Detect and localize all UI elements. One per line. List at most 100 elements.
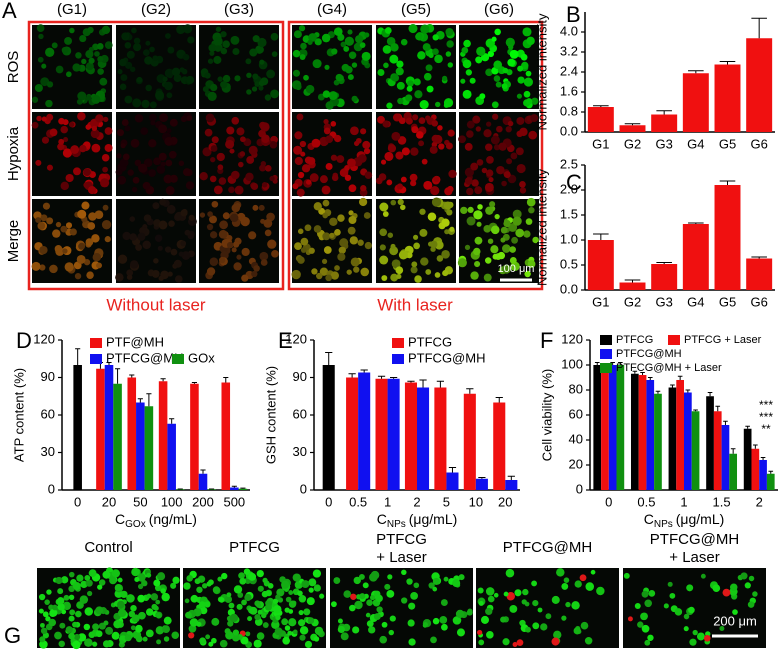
cell bbox=[204, 72, 211, 79]
cell bbox=[68, 121, 75, 128]
cell bbox=[311, 138, 321, 148]
cell bbox=[520, 53, 528, 61]
cell bbox=[325, 135, 334, 144]
cell bbox=[524, 270, 531, 278]
cell bbox=[170, 582, 177, 589]
cell bbox=[473, 247, 481, 256]
y-axis-label: Normalized intensity bbox=[534, 13, 549, 131]
cell bbox=[722, 588, 731, 597]
cell bbox=[458, 574, 465, 581]
cell bbox=[41, 63, 47, 69]
y-tick-label: 90 bbox=[293, 369, 307, 384]
cell bbox=[87, 590, 93, 597]
cell bbox=[134, 113, 144, 123]
cell bbox=[443, 201, 452, 210]
x-tick-label: G3 bbox=[655, 294, 672, 309]
cell bbox=[406, 578, 413, 585]
cell bbox=[256, 632, 265, 640]
cell bbox=[390, 273, 399, 282]
cell bbox=[199, 606, 208, 615]
cell bbox=[81, 58, 87, 65]
cell bbox=[131, 614, 140, 623]
bar bbox=[630, 373, 639, 490]
cell bbox=[294, 242, 302, 251]
cell bbox=[199, 637, 206, 645]
cell bbox=[257, 609, 263, 615]
cell bbox=[580, 621, 589, 630]
cell bbox=[282, 636, 291, 645]
cell bbox=[461, 46, 469, 54]
cell bbox=[239, 577, 247, 585]
cell bbox=[740, 572, 748, 580]
cell bbox=[351, 62, 358, 68]
cell bbox=[471, 179, 479, 187]
bar bbox=[601, 365, 609, 490]
cell bbox=[79, 144, 87, 153]
error-bar bbox=[200, 469, 206, 474]
column-header: PTFCG bbox=[229, 539, 280, 556]
bar bbox=[651, 114, 678, 132]
cell bbox=[476, 46, 486, 56]
cell bbox=[259, 164, 267, 172]
cell bbox=[169, 174, 178, 183]
cell bbox=[493, 75, 501, 82]
cell bbox=[490, 225, 500, 235]
cell bbox=[686, 584, 694, 592]
cell bbox=[117, 175, 127, 185]
column-header: (G1) bbox=[57, 1, 87, 18]
cell bbox=[206, 223, 214, 231]
cell bbox=[61, 609, 67, 615]
panel-label: A bbox=[2, 0, 17, 23]
cell bbox=[502, 244, 511, 253]
cell bbox=[64, 37, 73, 45]
cell bbox=[130, 260, 139, 269]
cell bbox=[442, 75, 448, 82]
cell bbox=[420, 257, 429, 266]
cell bbox=[395, 151, 404, 160]
cell bbox=[185, 75, 195, 85]
cell bbox=[532, 600, 539, 607]
cell bbox=[55, 576, 63, 585]
bar bbox=[158, 381, 168, 490]
error-bar bbox=[495, 397, 503, 403]
cell bbox=[253, 265, 260, 272]
error-bar bbox=[466, 388, 474, 394]
cell bbox=[381, 621, 388, 628]
cell bbox=[233, 262, 242, 271]
cell bbox=[466, 609, 473, 616]
cell bbox=[648, 589, 656, 597]
x-tick-label: 0.5 bbox=[349, 494, 367, 509]
cell bbox=[590, 569, 596, 575]
cell bbox=[264, 229, 272, 237]
cell bbox=[487, 595, 495, 603]
cell bbox=[474, 260, 481, 268]
bar bbox=[713, 411, 722, 490]
cell bbox=[312, 569, 322, 578]
cell bbox=[400, 38, 408, 46]
cell bbox=[519, 180, 526, 188]
cell bbox=[358, 573, 365, 580]
cell bbox=[409, 173, 418, 182]
cell bbox=[730, 583, 738, 591]
cell bbox=[148, 113, 157, 122]
cell bbox=[164, 136, 174, 146]
cell bbox=[440, 623, 448, 631]
cell bbox=[35, 159, 42, 166]
cell bbox=[97, 584, 103, 590]
cell bbox=[227, 620, 234, 627]
error-bar bbox=[723, 420, 728, 425]
cell bbox=[155, 626, 165, 635]
cell bbox=[222, 40, 230, 48]
error-bar bbox=[751, 256, 767, 259]
cell bbox=[623, 572, 630, 579]
cell bbox=[100, 178, 110, 188]
cell bbox=[388, 629, 394, 636]
cell bbox=[261, 182, 268, 188]
cell bbox=[506, 592, 515, 601]
cell bbox=[228, 186, 235, 194]
cell bbox=[355, 35, 364, 44]
row-label: Merge bbox=[5, 220, 22, 263]
bar bbox=[221, 382, 231, 490]
cell bbox=[432, 34, 439, 41]
cell bbox=[45, 616, 51, 622]
